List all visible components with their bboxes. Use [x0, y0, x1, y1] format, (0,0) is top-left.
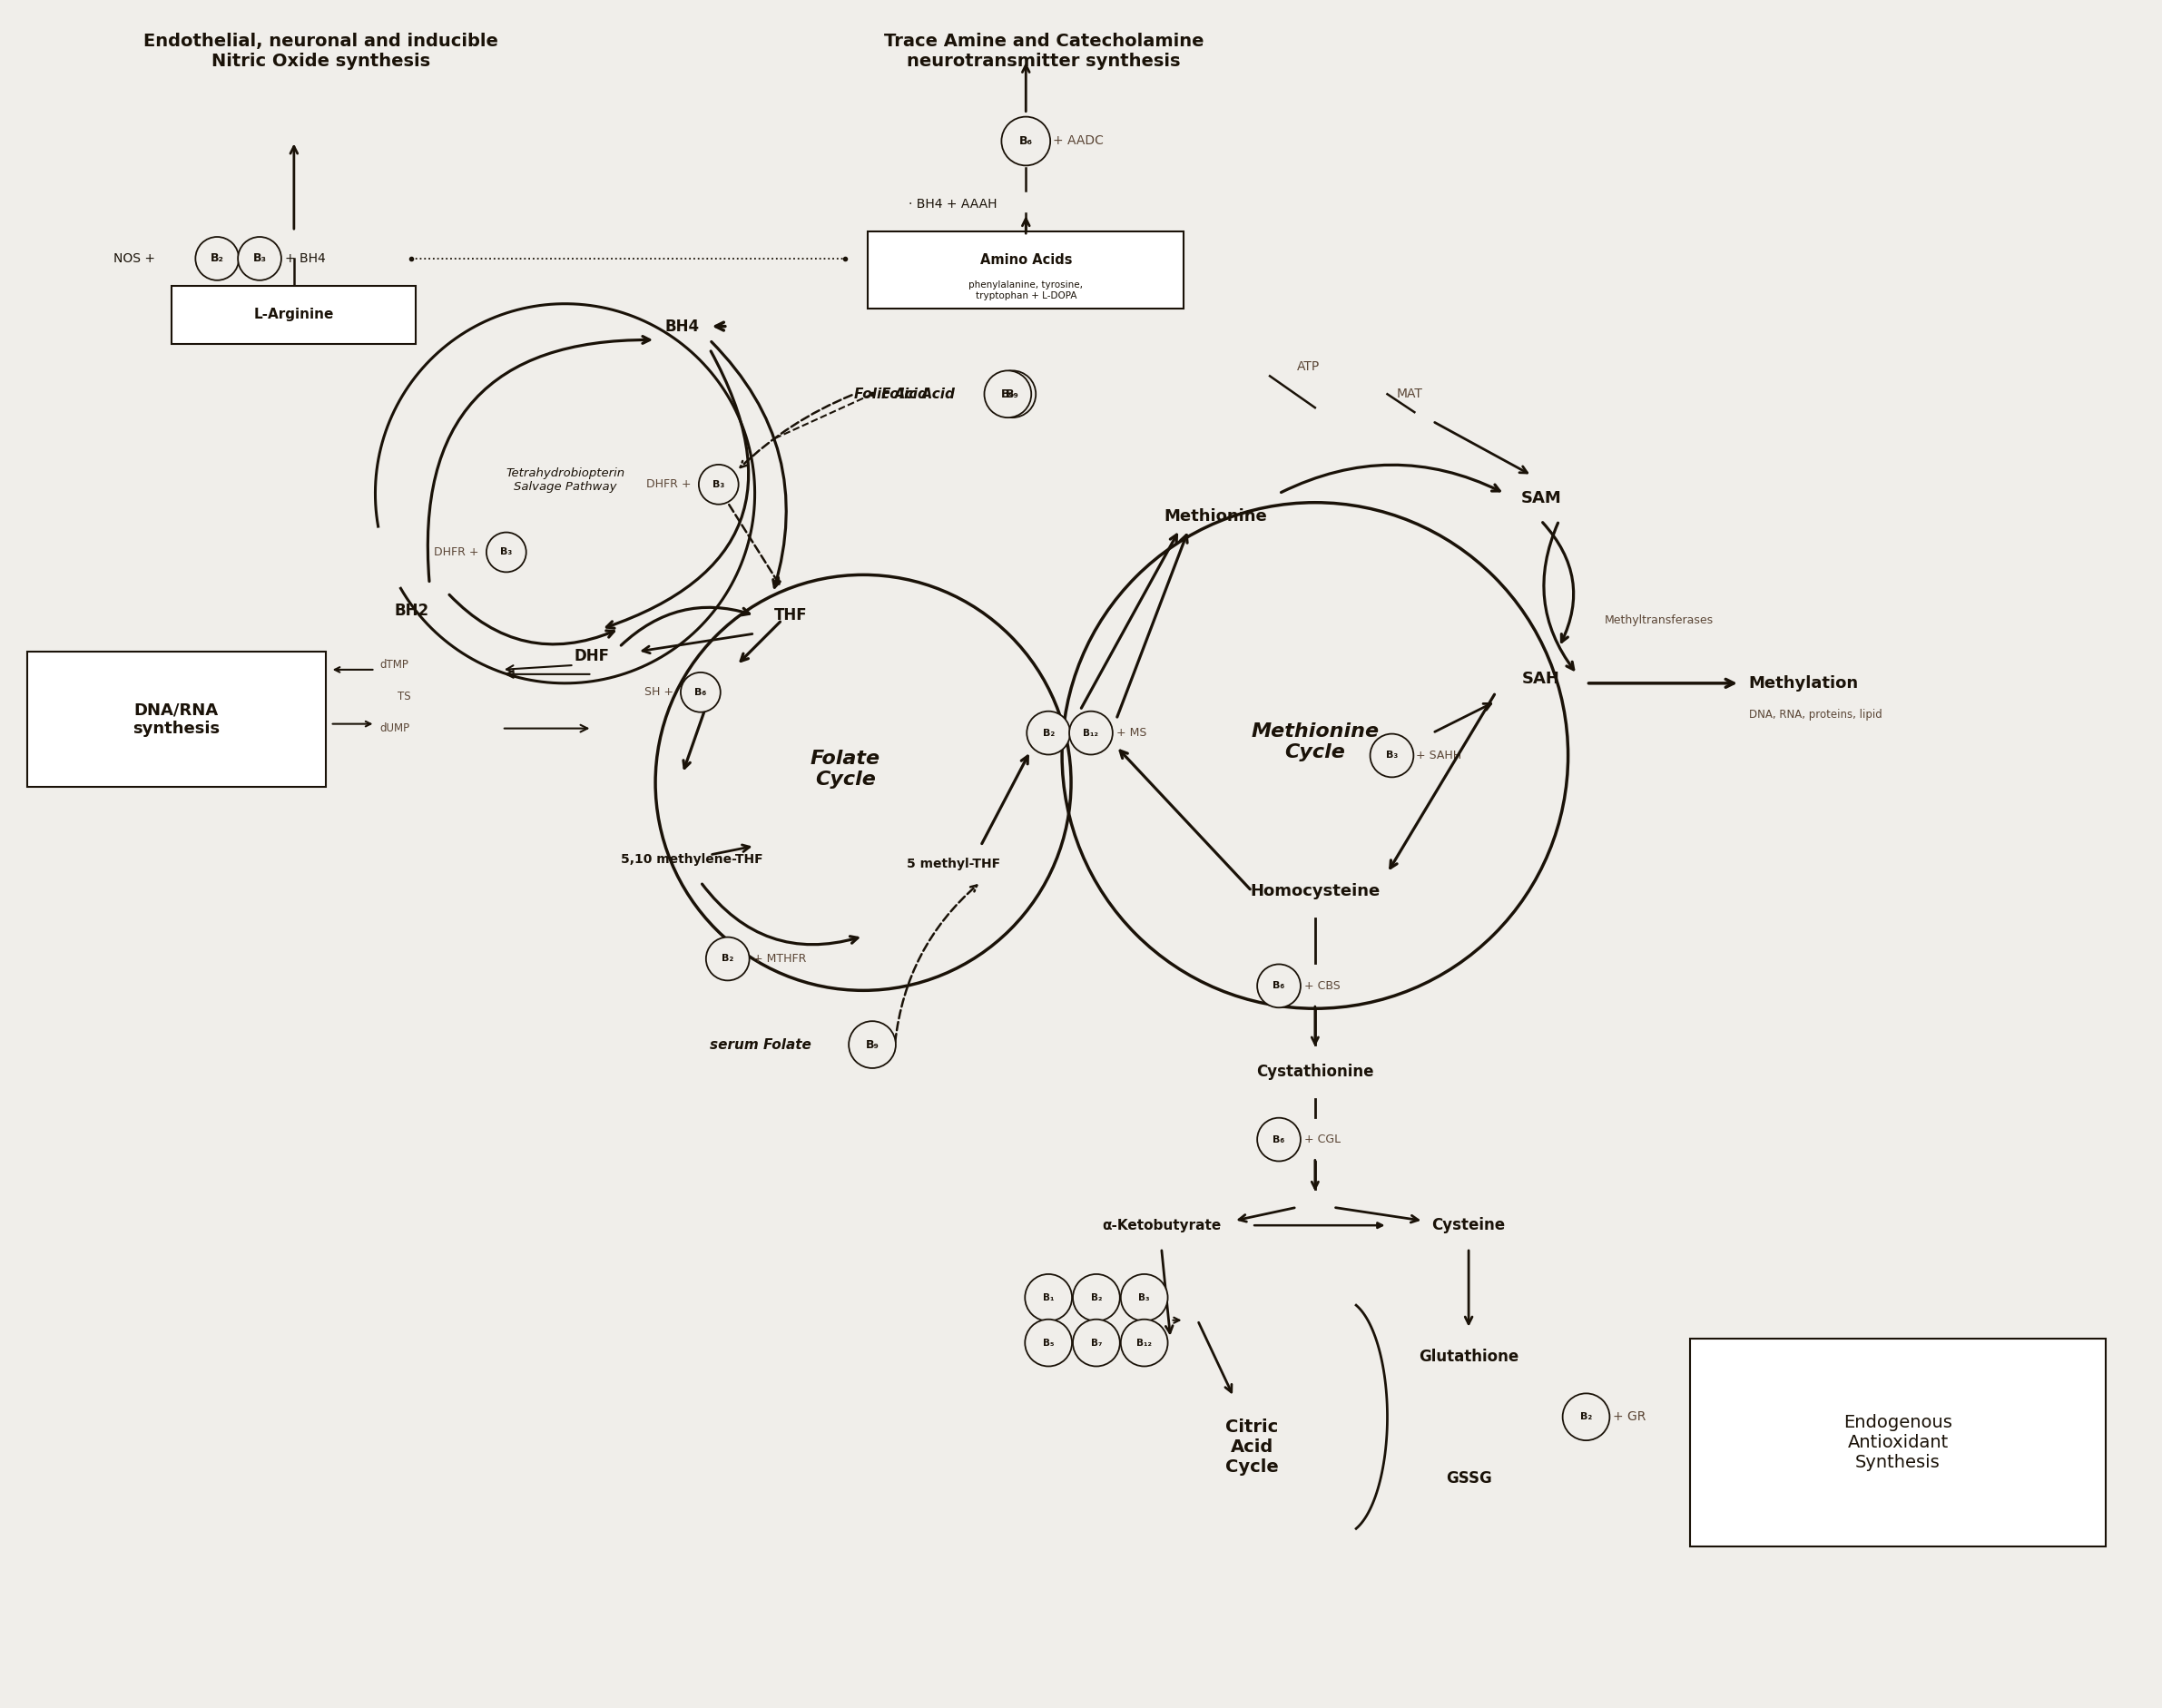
Text: Citric
Acid
Cycle: Citric Acid Cycle: [1226, 1418, 1278, 1476]
FancyBboxPatch shape: [173, 285, 415, 345]
Circle shape: [1027, 711, 1070, 755]
Text: + BH4: + BH4: [285, 253, 326, 265]
Text: + GR: + GR: [1613, 1411, 1645, 1423]
Circle shape: [1001, 116, 1051, 166]
Text: B₃: B₃: [1386, 752, 1399, 760]
Circle shape: [238, 237, 281, 280]
Text: 5 methyl-THF: 5 methyl-THF: [906, 857, 1001, 871]
FancyBboxPatch shape: [1691, 1339, 2106, 1546]
Text: DHFR +: DHFR +: [646, 478, 692, 490]
Text: B₉: B₉: [1005, 388, 1018, 400]
Text: L-Arginine: L-Arginine: [253, 307, 335, 321]
Circle shape: [1258, 965, 1302, 1008]
Text: B₂: B₂: [1580, 1413, 1591, 1421]
Text: TS: TS: [398, 692, 411, 702]
Circle shape: [1072, 1319, 1120, 1366]
Text: Endogenous
Antioxidant
Synthesis: Endogenous Antioxidant Synthesis: [1844, 1414, 1952, 1471]
Circle shape: [707, 938, 750, 980]
Text: DNA, RNA, proteins, lipid: DNA, RNA, proteins, lipid: [1749, 709, 1881, 721]
Text: SAH: SAH: [1522, 671, 1561, 687]
Text: B₆: B₆: [1273, 1136, 1284, 1144]
Text: BH2: BH2: [393, 603, 428, 618]
Text: BH4: BH4: [666, 318, 700, 335]
Circle shape: [850, 1021, 895, 1068]
Text: + SAHH: + SAHH: [1416, 750, 1462, 762]
Circle shape: [1371, 734, 1414, 777]
Text: α-Ketobutyrate: α-Ketobutyrate: [1103, 1218, 1222, 1231]
Circle shape: [984, 371, 1031, 417]
Text: B₆: B₆: [694, 688, 707, 697]
Text: + CBS: + CBS: [1304, 980, 1340, 992]
Circle shape: [681, 673, 720, 712]
Circle shape: [1070, 711, 1113, 755]
Text: B₂: B₂: [1042, 728, 1055, 738]
Circle shape: [195, 237, 238, 280]
Circle shape: [486, 533, 525, 572]
Text: Cysteine: Cysteine: [1431, 1218, 1505, 1233]
Text: + MS: + MS: [1116, 728, 1146, 740]
Text: B₁₂: B₁₂: [1137, 1339, 1152, 1348]
Text: B₇: B₇: [1090, 1339, 1103, 1348]
Text: Methylation: Methylation: [1749, 675, 1859, 692]
Circle shape: [1025, 1319, 1072, 1366]
Text: Folic Acid: Folic Acid: [882, 388, 956, 401]
Circle shape: [1120, 1319, 1167, 1366]
Circle shape: [1258, 1117, 1302, 1161]
Text: B₃: B₃: [499, 548, 512, 557]
Text: B₉: B₉: [865, 1038, 880, 1050]
Text: B₂: B₂: [1090, 1293, 1103, 1301]
Text: THF: THF: [774, 608, 809, 623]
Text: dUMP: dUMP: [381, 722, 411, 734]
Text: B₅: B₅: [1042, 1339, 1055, 1348]
Text: Methyltransferases: Methyltransferases: [1604, 615, 1712, 625]
Text: B₉: B₉: [1001, 388, 1014, 400]
Text: Glutathione: Glutathione: [1418, 1348, 1518, 1365]
Text: Methionine
Cycle: Methionine Cycle: [1252, 722, 1379, 762]
Text: B₃: B₃: [1139, 1293, 1150, 1301]
Text: + MTHFR: + MTHFR: [752, 953, 806, 965]
Text: B₂: B₂: [210, 253, 225, 265]
Text: dTMP: dTMP: [381, 659, 409, 671]
Text: B₆: B₆: [1273, 982, 1284, 991]
Text: DHFR +: DHFR +: [435, 547, 480, 559]
Text: Folate
Cycle: Folate Cycle: [811, 750, 880, 789]
Text: · BH4 + AAAH: · BH4 + AAAH: [908, 198, 997, 210]
Circle shape: [988, 371, 1036, 417]
Text: Trace Amine and Catecholamine
neurotransmitter synthesis: Trace Amine and Catecholamine neurotrans…: [884, 32, 1204, 70]
Text: SAM: SAM: [1520, 490, 1561, 506]
Text: B₃: B₃: [713, 480, 724, 488]
Text: 5,10 methylene-THF: 5,10 methylene-THF: [620, 852, 763, 866]
Text: B₁: B₁: [1042, 1293, 1055, 1301]
Text: serum Folate: serum Folate: [709, 1038, 811, 1052]
Text: GSSG: GSSG: [1446, 1471, 1492, 1486]
FancyBboxPatch shape: [28, 652, 326, 787]
Circle shape: [698, 465, 739, 504]
Circle shape: [1120, 1274, 1167, 1320]
Circle shape: [1025, 1274, 1072, 1320]
Text: Amino Acids: Amino Acids: [979, 253, 1072, 266]
Text: Endothelial, neuronal and inducible
Nitric Oxide synthesis: Endothelial, neuronal and inducible Nitr…: [143, 32, 499, 70]
Text: Tetrahydrobiopterin
Salvage Pathway: Tetrahydrobiopterin Salvage Pathway: [506, 468, 625, 492]
Text: B₁₂: B₁₂: [1083, 728, 1098, 738]
Text: MAT: MAT: [1397, 388, 1423, 400]
Text: Homocysteine: Homocysteine: [1250, 883, 1379, 898]
Text: Methionine: Methionine: [1163, 507, 1267, 524]
Text: NOS +: NOS +: [112, 253, 156, 265]
Text: + CGL: + CGL: [1304, 1134, 1340, 1146]
FancyBboxPatch shape: [867, 232, 1185, 307]
Text: B₆: B₆: [1018, 135, 1033, 147]
Text: Folic Acid: Folic Acid: [854, 388, 927, 401]
Text: DHF: DHF: [575, 647, 610, 664]
Text: phenylalanine, tyrosine,
tryptophan + L-DOPA: phenylalanine, tyrosine, tryptophan + L-…: [969, 280, 1083, 301]
Text: DNA/RNA
synthesis: DNA/RNA synthesis: [132, 702, 221, 736]
Text: + AADC: + AADC: [1053, 135, 1105, 147]
Text: Cystathionine: Cystathionine: [1256, 1064, 1373, 1079]
Text: SH +: SH +: [644, 687, 675, 699]
Text: B₃: B₃: [253, 253, 266, 265]
Text: ATP: ATP: [1297, 360, 1319, 374]
Circle shape: [1072, 1274, 1120, 1320]
Text: B₂: B₂: [722, 955, 733, 963]
Circle shape: [1563, 1394, 1611, 1440]
